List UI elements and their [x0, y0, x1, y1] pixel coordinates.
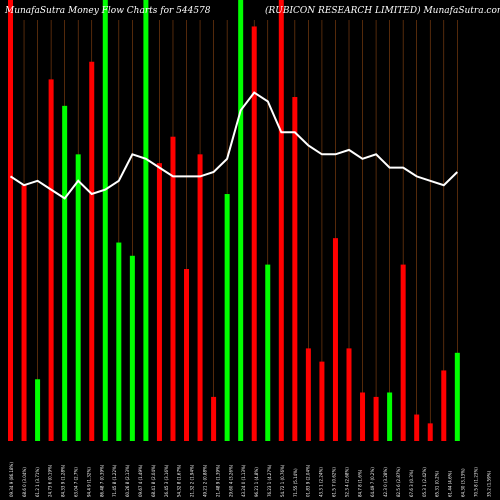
x-tick-label: 68.41 8 (2.04%): [151, 464, 156, 497]
bar: [143, 0, 149, 441]
price-line-layer: [9, 91, 458, 200]
bar: [346, 348, 352, 441]
bar: [454, 352, 460, 441]
x-tick-label: 54.72 1 (0.76%): [280, 464, 285, 497]
chart-title-left: MunafaSutra Money Flow Charts for 544578: [4, 6, 211, 16]
x-tick-label: 21.48 9 (1.39%): [215, 464, 220, 497]
bar: [319, 361, 325, 441]
bars: [8, 0, 460, 442]
x-tick-label: 65.31 (0.2%): [435, 471, 440, 497]
x-tick-label: 84.7 8 (1.6%): [357, 469, 362, 497]
x-tick-label: 42.3 0 (3.28%): [383, 467, 388, 497]
x-tick-label: 43.24 0 (1.13%): [241, 464, 246, 497]
x-tick-label: 71.45 8 (1.22%): [112, 464, 117, 497]
bar: [197, 154, 203, 441]
x-tick-label: 09.67 4 (1.49%): [138, 464, 143, 497]
x-tick-label: 35.2 (1.59%): [486, 471, 491, 497]
x-tick-label: 61.5 7 (0.62%): [332, 467, 337, 497]
chart-title-right: (RUBICON RESEARCH LIMITED) MunafaSutra.c…: [265, 5, 500, 16]
x-tick-label: 29.60 4 (3.26%): [228, 464, 233, 497]
price-line: [9, 91, 458, 200]
bar: [102, 0, 108, 441]
x-tick-label: 64.49 7 (0.2%): [370, 467, 375, 497]
bar: [224, 194, 230, 441]
x-tick-label: 43.3 1 (2.24%): [319, 467, 324, 497]
bar: [35, 379, 41, 441]
x-tick-label: 21.32 2 (1.94%): [190, 464, 195, 497]
x-tick-label: 54.32 8 (1.67%): [177, 464, 182, 497]
x-tick-labels: 09.34 9 (86.18%) 68.6 0 (3.04%) 61.2 1 (3.…: [9, 462, 491, 497]
bar: [427, 423, 433, 441]
x-tick-label: 61.44 (4.6%): [448, 471, 453, 497]
bar: [387, 392, 393, 441]
bar: [129, 255, 135, 441]
x-tick-label: 01.83 9 (2.04%): [306, 464, 311, 497]
x-tick-label: 67.6 3 (0.3%): [409, 469, 414, 497]
bar: [238, 0, 244, 441]
bar: [8, 0, 13, 441]
bar: [414, 414, 420, 441]
bar: [292, 97, 298, 442]
bar: [305, 348, 311, 441]
bar: [251, 26, 257, 442]
x-tick-label: 70.5 8 (1.23%): [473, 467, 478, 497]
bar: [400, 264, 406, 441]
x-tick-label: 94.4 9 (1.32%): [86, 467, 91, 497]
bar: [360, 392, 366, 441]
x-tick-label: 09.34 9 (86.18%): [9, 462, 14, 497]
x-tick-label: 24.73 6 (0.19%): [48, 464, 53, 497]
bar: [278, 0, 284, 441]
x-tick-label: 63.04 7 (2.7%): [74, 467, 79, 497]
x-tick-label: 68.6 0 (3.04%): [22, 467, 27, 497]
bar: [116, 242, 122, 441]
bar: [373, 396, 379, 441]
x-tick-label: 61.2 1 (3.71%): [35, 467, 40, 497]
bar: [75, 154, 81, 441]
bar: [184, 269, 190, 441]
x-tick-label: 64.30 (3.13%): [461, 468, 466, 497]
bar: [21, 185, 27, 441]
bar: [211, 396, 217, 441]
x-tick-label: 71.55 (5.14%): [293, 468, 298, 497]
x-tick-label: 82.5 6 (2.87%): [396, 467, 401, 497]
bar: [170, 136, 176, 441]
x-tick-label: 26.45 3 (3.16%): [164, 464, 169, 497]
bar: [89, 61, 95, 442]
bar: [62, 105, 68, 441]
bar: [441, 370, 447, 441]
x-tick-label: 05.3 1 (2.42%): [422, 467, 427, 497]
x-tick-label: 76.23 1 (4.27%): [267, 464, 272, 497]
bar: [332, 238, 338, 441]
x-tick-label: 52.3 4 (2.68%): [344, 467, 349, 497]
bar: [156, 163, 162, 442]
x-tick-label: 86.48 7 (0.39%): [99, 464, 104, 497]
x-tick-label: 84.33 9 (1.28%): [61, 464, 66, 497]
x-tick-label: 60.26 8 (2.13%): [125, 464, 130, 497]
x-tick-label: 96.21 1 (4.8%): [254, 467, 259, 497]
x-tick-label: 49.21 2 (0.88%): [203, 464, 208, 497]
bar: [265, 264, 271, 441]
bar: [48, 79, 54, 441]
